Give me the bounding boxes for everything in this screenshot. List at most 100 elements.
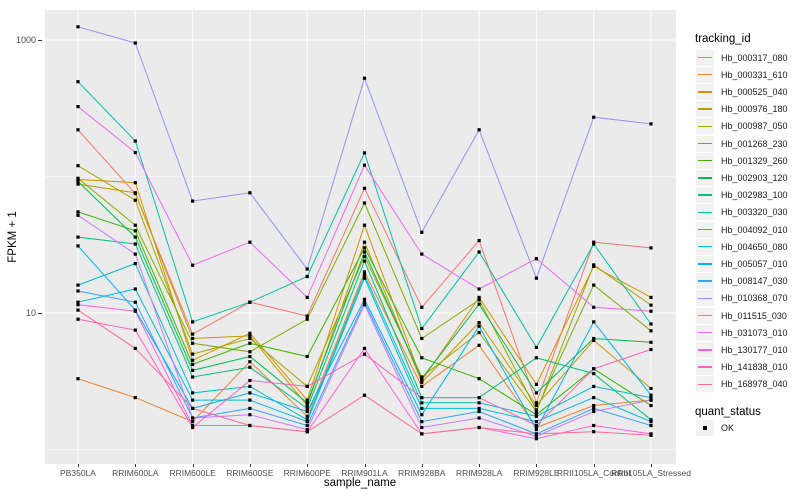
- x-tick-label: RRIM928LE: [513, 468, 560, 478]
- x-tick-label: RRIM928LA: [455, 468, 503, 478]
- legend-entry: Hb_001268_230: [690, 135, 788, 152]
- point-marker-icon: [703, 426, 707, 430]
- legend-line-icon: [698, 177, 712, 179]
- legend-entry-label: Hb_000317_080: [721, 52, 788, 63]
- x-tick-mark: [421, 464, 423, 467]
- x-tick-mark: [135, 464, 137, 467]
- x-axis-title: sample_name: [323, 477, 397, 489]
- legend-entry-label: Hb_010368_070: [721, 293, 788, 304]
- legend-line-icon: [698, 108, 712, 110]
- x-tick-label: PB350LA: [60, 468, 96, 478]
- x-tick-mark: [593, 464, 595, 467]
- x-tick-mark: [192, 464, 194, 467]
- legend-line-icon: [698, 383, 712, 386]
- legend-line-icon: [698, 228, 712, 231]
- legend-entry: Hb_000525_040: [690, 83, 788, 100]
- x-tick-label: RRIM600PE: [283, 468, 331, 478]
- legend: tracking_id Hb_000317_080 Hb_000331_610 Hb…: [690, 0, 800, 500]
- legend-entry-label: Hb_003320_030: [721, 207, 788, 218]
- y-tick-label: 1000: [15, 34, 36, 45]
- plot-svg: [45, 10, 676, 464]
- legend-entry-label: Hb_001268_230: [721, 138, 788, 149]
- x-tick-mark: [651, 464, 652, 467]
- legend-entry: Hb_001329_260: [690, 152, 788, 169]
- y-tick-mark: [38, 313, 42, 314]
- legend-key-box: [696, 290, 714, 307]
- legend-entry-label: Hb_000976_180: [721, 104, 788, 115]
- legend-line-icon: [698, 297, 712, 300]
- x-tick-label: RRII105LA_Stressed: [611, 468, 691, 478]
- legend-key-box: [696, 324, 714, 341]
- legend-key-box: [696, 273, 714, 290]
- legend-key-box: [696, 135, 714, 152]
- legend-entry: Hb_031073_010: [690, 324, 788, 341]
- legend-key-box: [696, 307, 714, 324]
- legend-key-box: [696, 66, 714, 83]
- legend-line-icon: [698, 366, 712, 368]
- legend-key-box: [696, 255, 714, 272]
- x-tick-mark: [249, 464, 251, 467]
- legend-entry: Hb_130177_010: [690, 341, 788, 358]
- x-tick-mark: [536, 464, 538, 467]
- x-tick-label: RRIM600LE: [169, 468, 216, 478]
- legend-entry-label: OK: [721, 423, 735, 433]
- legend-key-box: [696, 152, 714, 169]
- legend-entry-label: Hb_002903_120: [721, 172, 788, 183]
- legend-key-box: [696, 204, 714, 221]
- legend-line-icon: [698, 314, 712, 317]
- x-tick-mark: [479, 464, 481, 467]
- legend-entry-label: Hb_000525_040: [721, 86, 788, 97]
- legend-line-icon: [698, 349, 712, 351]
- legend-key-box: [696, 359, 714, 376]
- legend-entry-label: Hb_031073_010: [721, 327, 788, 338]
- legend-entry: Hb_011515_030: [690, 307, 787, 324]
- plot-panel: [45, 10, 676, 464]
- x-tick-label: RRIM600LA: [112, 468, 159, 478]
- legend-key-box: [696, 83, 714, 100]
- legend-entry: Hb_000317_080: [690, 49, 788, 66]
- legend-line-icon: [698, 280, 712, 282]
- x-tick-label: RRIM928BA: [398, 468, 446, 478]
- legend-entry-label: Hb_001329_260: [721, 155, 788, 166]
- legend-entry-label: Hb_141838_010: [721, 362, 788, 373]
- legend-title-tracking-id: tracking_id: [695, 33, 751, 45]
- legend-entry: Hb_141838_010: [690, 359, 788, 376]
- legend-line-icon: [698, 211, 712, 214]
- legend-key-box: [696, 420, 714, 436]
- legend-key-box: [696, 169, 714, 186]
- legend-entry: Hb_010368_070: [690, 290, 788, 307]
- x-tick-label: RRII105LA_Control: [556, 468, 631, 478]
- legend-entry-label: Hb_000331_610: [721, 69, 788, 80]
- legend-key-box: [696, 101, 714, 118]
- legend-entry-quant-ok: OK: [690, 420, 734, 436]
- legend-title-quant-status: quant_status: [695, 406, 761, 418]
- legend-entry-label: Hb_004650_080: [721, 241, 788, 252]
- legend-line-icon: [698, 331, 712, 334]
- legend-line-icon: [698, 159, 712, 162]
- legend-line-icon: [698, 142, 712, 145]
- legend-key-box: [696, 221, 714, 238]
- legend-key-box: [696, 118, 714, 135]
- legend-line-icon: [698, 245, 712, 248]
- legend-entry-label: Hb_005057_010: [721, 258, 788, 269]
- x-tick-mark: [307, 464, 309, 467]
- legend-line-icon: [698, 125, 712, 128]
- legend-entry: Hb_168978_040: [690, 376, 788, 393]
- legend-key-box: [696, 187, 714, 204]
- legend-entry: Hb_000987_050: [690, 118, 788, 135]
- legend-entry: Hb_003320_030: [690, 204, 788, 221]
- x-tick-mark: [364, 464, 366, 467]
- x-tick-label: RRIM600SE: [226, 468, 274, 478]
- x-tick-mark: [78, 464, 79, 467]
- legend-key-box: [696, 49, 714, 66]
- legend-entry: Hb_004092_010: [690, 221, 788, 238]
- legend-line-icon: [698, 263, 712, 265]
- legend-entry-label: Hb_008147_030: [721, 276, 788, 287]
- legend-line-icon: [698, 73, 712, 76]
- legend-line-icon: [698, 91, 712, 93]
- legend-line-icon: [698, 194, 712, 196]
- legend-key-box: [696, 238, 714, 255]
- legend-key-box: [696, 376, 714, 393]
- y-axis-title: FPKM + 1: [7, 211, 19, 263]
